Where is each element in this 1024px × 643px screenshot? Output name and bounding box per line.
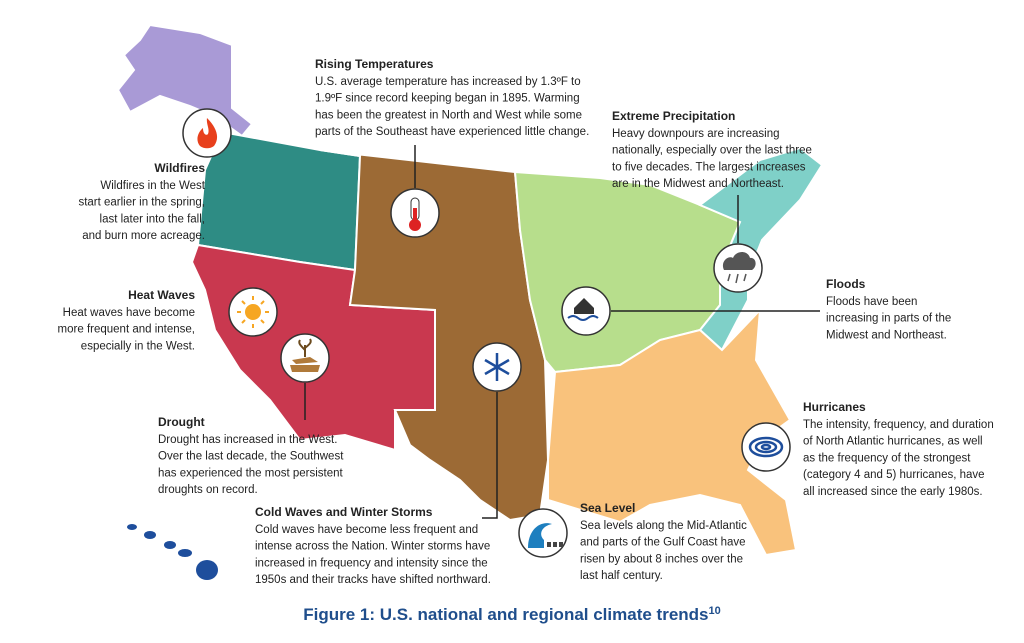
connector (482, 392, 498, 519)
callout-text: has been the greatest in North and West … (315, 109, 582, 121)
sun-rays (237, 296, 269, 328)
callout-text: especially in the West. (81, 340, 195, 352)
callout-text: 1.9ºF since record keeping began in 1895… (315, 93, 580, 105)
caption: Figure 1: U.S. national and regional cli… (303, 605, 721, 624)
hurricane (748, 436, 784, 458)
callout-text: more frequent and intense, (58, 324, 195, 336)
snowflake (484, 353, 510, 381)
rain-drops (727, 273, 747, 284)
callout-text: risen by about 8 inches over the (580, 553, 743, 565)
callout-text: has experienced the most persistent (158, 467, 344, 479)
cracked-soil (290, 357, 320, 372)
callout-text: U.S. average temperature has increased b… (315, 76, 581, 88)
callout-title: Floods (826, 277, 866, 291)
callout-text: droughts on record. (158, 484, 258, 496)
sea-level-icon (518, 508, 568, 558)
callout-text: (category 4 and 5) hurricanes, have (803, 469, 985, 481)
callout-text: start earlier in the spring, (78, 197, 205, 209)
callout-text: Wildfires in the West (100, 180, 205, 192)
callout-title: Drought (158, 415, 205, 429)
callout-title: Heat Waves (128, 288, 195, 302)
bulb (409, 219, 421, 231)
mercury (413, 208, 417, 222)
callout-text: and burn more acreage. (82, 230, 205, 242)
callout-text: Heavy downpours are increasing (612, 128, 779, 140)
callout-text: Cold waves have become less frequent and (255, 524, 478, 536)
caption-footnote: 10 (709, 605, 721, 617)
callout-text: and parts of the Gulf Coast have (580, 537, 746, 549)
callout-title: Rising Temperatures (315, 57, 434, 71)
callout-text: 1950s and their tracks have shifted nort… (255, 574, 491, 586)
flame (197, 118, 218, 149)
callout-title: Wildfires (154, 161, 205, 175)
callout-text: Midwest and Northeast. (826, 329, 947, 341)
callout-text: Floods have been (826, 296, 917, 308)
callout-text: as the frequency of the strongest (803, 452, 971, 464)
cloud (722, 252, 756, 270)
callout-text: Sea levels along the Mid-Atlantic (580, 520, 747, 532)
callout-title: Sea Level (580, 501, 635, 515)
hurricane-icon (741, 422, 791, 472)
callout-text: last half century. (580, 570, 663, 582)
callout-text: parts of the Southeast have experienced … (315, 126, 589, 138)
callout-text: are in the Midwest and Northeast. (612, 178, 784, 190)
alaska (116, 23, 254, 138)
caption-text: Figure 1: U.S. national and regional cli… (303, 605, 708, 624)
callout-text: last later into the fall, (100, 213, 205, 225)
callout-text: Drought has increased in the West. (158, 434, 337, 446)
hawaii (127, 524, 218, 580)
callout-text: of North Atlantic hurricanes, as well (803, 436, 983, 448)
callout-text: nationally, especially over the last thr… (612, 145, 812, 157)
house (574, 298, 594, 314)
callout-text: to five decades. The largest increases (612, 161, 806, 173)
water (567, 315, 599, 321)
wildfire-icon (182, 108, 232, 158)
connectors (304, 145, 820, 519)
sun (245, 304, 261, 320)
southeast (547, 307, 798, 557)
callout-text: Over the last decade, the Southwest (158, 451, 344, 463)
callout-text: Heat waves have become (63, 307, 195, 319)
callout-text: all increased since the early 1980s. (803, 486, 983, 498)
callout-text: The intensity, frequency, and duration (803, 419, 994, 431)
dead-plant (298, 338, 312, 357)
icons (182, 108, 791, 558)
callout-text: increasing in parts of the (826, 313, 951, 325)
callout-title: Hurricanes (803, 400, 866, 414)
callout-title: Extreme Precipitation (612, 109, 735, 123)
callout-text: intense across the Nation. Winter storms… (255, 541, 490, 553)
houses (547, 542, 563, 547)
callout-text: increased in frequency and intensity sin… (255, 557, 488, 569)
wave (528, 523, 552, 548)
callout-title: Cold Waves and Winter Storms (255, 505, 433, 519)
